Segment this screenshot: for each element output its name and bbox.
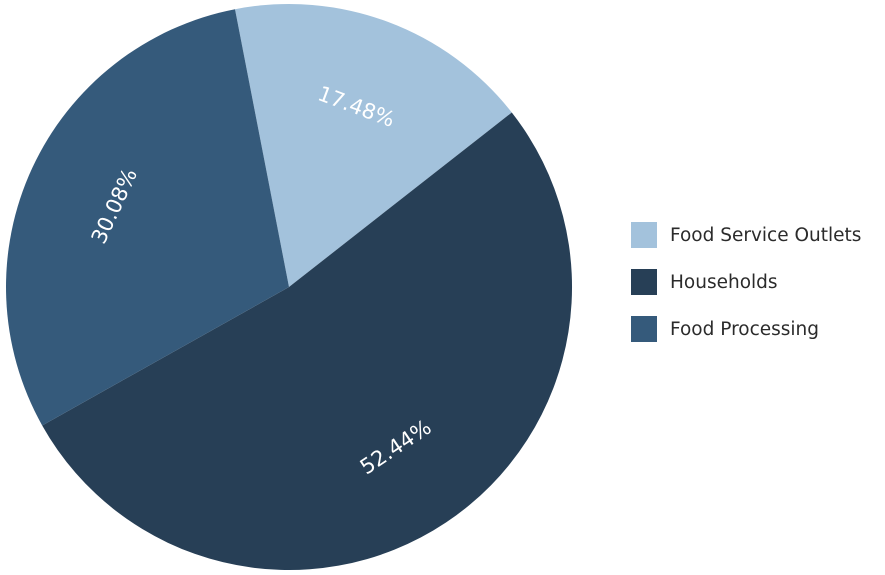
legend-label-households: Households (670, 271, 778, 293)
chart-legend: Food Service Outlets Households Food Pro… (631, 222, 861, 363)
legend-label-food-processing: Food Processing (670, 318, 820, 340)
pie-slices (6, 4, 573, 571)
legend-label-food-service-outlets: Food Service Outlets (670, 224, 862, 246)
pie-slice-food-processing (6, 9, 289, 426)
legend-swatch-food-service-outlets (631, 222, 657, 248)
legend-item-food-service-outlets: Food Service Outlets (631, 222, 861, 248)
legend-item-food-processing: Food Processing (631, 316, 861, 342)
legend-swatch-households (631, 269, 657, 295)
legend-swatch-food-processing (631, 316, 657, 342)
pie-slice-households (42, 112, 573, 571)
pie-slice-food-service-outlets (235, 4, 512, 287)
legend-item-households: Households (631, 269, 861, 295)
